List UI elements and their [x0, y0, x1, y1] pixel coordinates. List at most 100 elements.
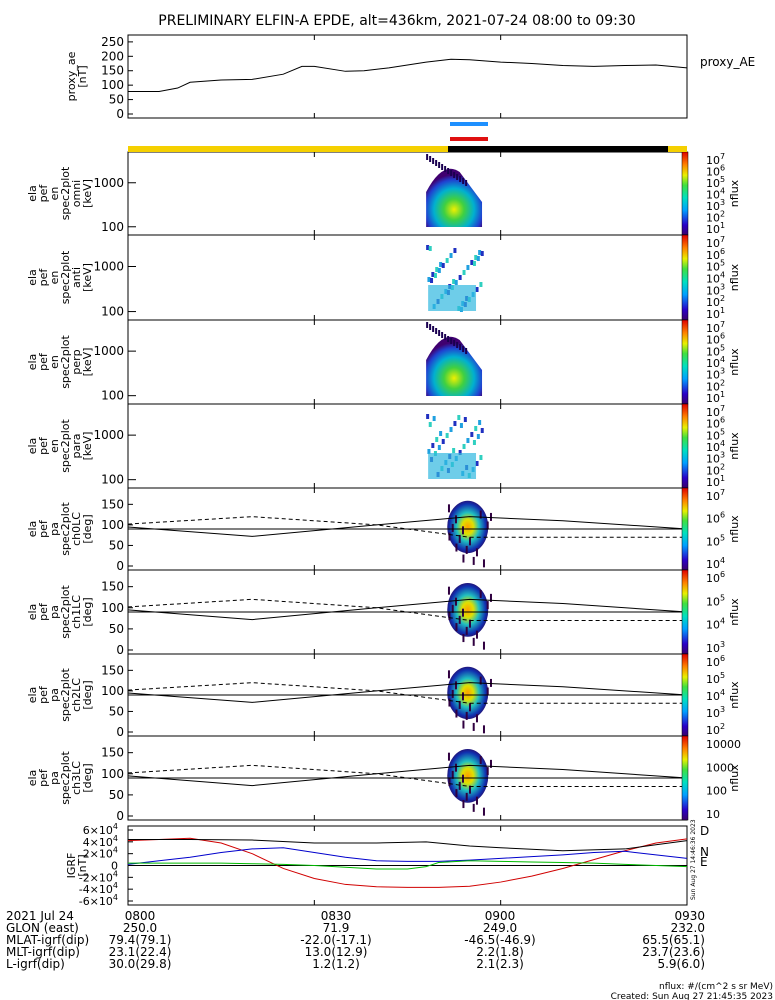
x-info-value: 23.1(22.4)	[109, 945, 172, 959]
spectrogram-fill	[428, 453, 477, 479]
pitch-speck	[482, 807, 485, 816]
pitch-speck	[448, 532, 451, 541]
panel-frame	[127, 234, 688, 321]
y-axis-label-line: perp	[70, 349, 83, 374]
pitch-speck	[451, 689, 454, 698]
pitch-speck	[448, 698, 451, 707]
spectrogram-speck	[429, 324, 432, 330]
colorbar	[681, 735, 689, 821]
colorbar-tick-exp: 4	[720, 271, 725, 280]
spectrogram-speck	[427, 449, 431, 454]
y-tick-label: 50	[109, 704, 124, 718]
pitch-speck	[472, 722, 475, 731]
spectrogram-speck	[452, 279, 456, 284]
spectrogram-speck	[462, 444, 466, 449]
y-axis-label-line: pef	[37, 768, 50, 787]
spectrogram-speck	[427, 277, 431, 282]
x-info-value: 0900	[485, 909, 516, 923]
pitch-speck	[455, 709, 458, 718]
pitch-blob	[447, 583, 489, 637]
colorbar-tick-exp: 3	[720, 198, 725, 207]
colorbar-tick-label: 104	[706, 688, 725, 703]
pitch-speck	[458, 700, 461, 709]
y-axis-label-line: pef	[37, 602, 50, 621]
pitch-speck	[454, 763, 457, 772]
y-axis-label-line: en	[48, 439, 61, 453]
colorbar-tick-exp: 4	[720, 617, 725, 626]
y-axis-label-line: spec2plot	[59, 585, 72, 639]
spectrogram-speck	[453, 421, 457, 426]
spectrogram-speck	[441, 263, 445, 268]
spectrogram-speck	[480, 251, 484, 256]
pitch-speck	[448, 612, 451, 621]
y-tick-exp: 4	[113, 893, 118, 902]
spectrogram-speck	[431, 443, 435, 448]
pitch-speck	[479, 590, 482, 599]
spectrogram-speck	[431, 272, 435, 277]
pitch-blob	[447, 749, 489, 803]
science-zone-blue-bar	[450, 122, 488, 126]
y-tick-label: 100	[101, 518, 124, 532]
x-info-value: 0800	[125, 909, 156, 923]
y-tick-label: 6×104	[83, 822, 118, 837]
spectrogram-speck	[435, 437, 439, 442]
colorbar-tick-exp: 7	[720, 320, 725, 329]
y-axis-label: proxy_ae[nT]	[65, 51, 89, 101]
spectrogram-speck	[459, 344, 462, 350]
igrf-legend-label: E	[700, 855, 708, 869]
y-axis-label-line: [deg]	[81, 514, 94, 543]
x-info-value: 250.0	[123, 921, 157, 935]
spectrogram-fill	[428, 285, 477, 311]
colorbar-tick-label: 103	[706, 640, 725, 655]
y-tick-label: 0	[111, 860, 118, 873]
colorbar-tick-exp: 5	[720, 671, 725, 680]
colorbar-tick-label: 104	[706, 556, 725, 571]
colorbar-tick-label: 1000	[706, 761, 734, 774]
loss-cone-line	[127, 516, 688, 537]
x-info-value: 232.0	[671, 921, 705, 935]
pitch-speck	[468, 785, 471, 794]
panel-frame	[127, 151, 688, 236]
spectrogram-speck	[445, 258, 449, 263]
spectrogram-speck	[449, 253, 453, 258]
colorbar-tick-exp: 2	[720, 210, 725, 219]
y-tick-label: 100	[101, 220, 124, 234]
spectrogram-speck	[444, 334, 447, 340]
pitch-speck	[451, 604, 454, 613]
pitch-speck	[454, 681, 457, 690]
spectrogram-speck	[441, 164, 444, 170]
colorbar-tick-exp: 6	[720, 247, 725, 256]
pitch-speck	[465, 711, 468, 720]
colorbar-tick-exp: 1	[720, 474, 725, 483]
pitch-speck	[472, 803, 475, 812]
spectrogram-speck	[426, 322, 429, 328]
pitch-speck	[479, 510, 482, 519]
anti-loss-cone-line	[127, 682, 687, 704]
y-tick-label: 0	[116, 725, 124, 739]
spectrogram-speck	[432, 416, 436, 421]
spectrogram-speck	[479, 282, 483, 287]
spectrogram-speck	[478, 250, 482, 255]
spectrogram-speck	[465, 180, 468, 186]
pitch-speck	[489, 593, 492, 602]
x-info-row-label: MLT-igrf(dip)	[6, 945, 80, 959]
colorbar-tick-label: 10000	[706, 738, 741, 751]
colorbar-tick-exp: 6	[720, 332, 725, 341]
colorbar-label: nflux	[728, 432, 741, 460]
pitch-speck	[462, 720, 465, 729]
panels-group: proxy_ae[nT]050100150200250elapefenspec2…	[26, 34, 741, 908]
y-tick-label: 100	[101, 601, 124, 615]
x-info-value: 0930	[674, 909, 705, 923]
spectrogram-speck	[437, 268, 441, 273]
colorbar-tick-exp: 1	[720, 221, 725, 230]
pitch-speck	[486, 601, 489, 610]
y-axis-label-line: spec2plot	[59, 751, 72, 805]
proxy-ae-line	[128, 58, 688, 92]
colorbar-tick-label: 105	[706, 593, 725, 608]
colorbar-tick-exp: 3	[720, 367, 725, 376]
colorbar-tick-exp: 2	[720, 378, 725, 387]
